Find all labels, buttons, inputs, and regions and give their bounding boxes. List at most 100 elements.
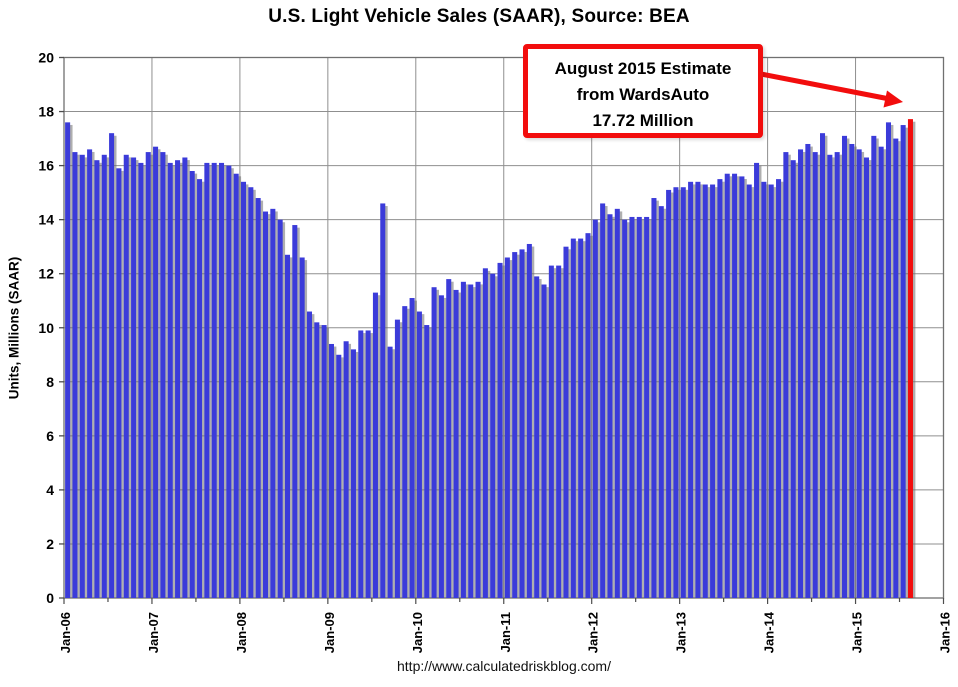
bar-month <box>219 162 225 598</box>
bar-month <box>497 262 503 598</box>
y-tick-label: 4 <box>46 482 54 498</box>
bar-month <box>402 306 408 598</box>
bar-month <box>798 149 804 598</box>
bar-month <box>72 152 78 598</box>
bar-month <box>563 246 569 598</box>
bar-month <box>167 162 173 598</box>
footer-url: http://www.calculatedriskblog.com/ <box>397 658 611 674</box>
bar-month <box>424 325 430 598</box>
bar-month <box>372 292 378 598</box>
bar-month <box>160 152 166 598</box>
bar-month <box>394 319 400 598</box>
x-tick-label: Jan-09 <box>322 612 337 653</box>
bar-month <box>197 179 203 599</box>
bar-month <box>636 216 642 598</box>
bar-month <box>262 211 269 599</box>
bar-month <box>600 203 606 598</box>
bar-month <box>629 216 635 598</box>
bar-month <box>666 189 672 599</box>
bar-month <box>460 281 466 598</box>
bar-month <box>482 268 488 598</box>
bar-month <box>570 238 576 598</box>
bar-month <box>548 265 554 598</box>
annotation-arrow-head <box>883 90 903 108</box>
bar-month <box>189 171 195 598</box>
bar-month <box>153 146 159 598</box>
x-tick-label: Jan-16 <box>938 612 953 653</box>
bar-month <box>123 154 129 599</box>
bar-month <box>87 149 93 598</box>
bar-month <box>592 219 598 598</box>
bar-month <box>138 162 144 598</box>
x-tick-label: Jan-15 <box>850 612 865 653</box>
bar-month <box>277 219 283 598</box>
bar-month <box>673 187 679 598</box>
bar-month <box>849 143 855 599</box>
bar-month <box>387 346 393 598</box>
bar-month <box>885 122 891 599</box>
bar-month <box>211 162 217 598</box>
bar-month <box>380 203 386 598</box>
bar-month <box>475 281 481 598</box>
bar-month <box>761 181 767 598</box>
y-tick-label: 6 <box>46 428 54 444</box>
bar-month <box>416 311 422 598</box>
bar-month <box>241 181 247 598</box>
y-tick-label: 12 <box>38 266 54 282</box>
y-tick-label: 16 <box>38 158 54 174</box>
bar-month <box>453 289 459 598</box>
bar-month <box>438 295 444 598</box>
annotation-arrow-line <box>760 71 888 101</box>
bar-month <box>131 157 137 599</box>
bar-month <box>658 206 664 598</box>
bar-month <box>350 349 356 598</box>
bar-month <box>768 184 774 598</box>
annotation-line-3: 17.72 Million <box>592 111 694 130</box>
bar-month <box>490 273 496 598</box>
bar-month <box>79 154 85 599</box>
bar-month <box>754 162 760 598</box>
y-tick-label: 20 <box>38 50 54 66</box>
bar-month <box>893 138 899 598</box>
bar-month <box>878 146 884 598</box>
bar-month <box>255 198 261 598</box>
bar-month <box>306 311 312 598</box>
bar-month <box>519 249 525 598</box>
bar-month <box>695 181 701 598</box>
chart-title: U.S. Light Vehicle Sales (SAAR), Source:… <box>268 6 690 27</box>
bar-month <box>336 354 342 598</box>
bar-month <box>182 157 188 599</box>
annotation-box: August 2015 Estimate from WardsAuto 17.7… <box>523 44 763 138</box>
bar-month <box>204 162 210 598</box>
bar-month <box>541 284 547 598</box>
y-tick-label: 2 <box>46 536 54 552</box>
annotation-line-1: August 2015 Estimate <box>554 59 732 78</box>
bar-month <box>578 238 584 598</box>
bar-month <box>717 179 723 599</box>
bar-month <box>446 279 452 598</box>
bar-aug-2015-estimate <box>907 119 913 599</box>
bar-month <box>526 243 532 598</box>
bar-month <box>94 160 100 598</box>
bar-month <box>871 135 877 598</box>
x-tick-label: Jan-13 <box>674 612 689 653</box>
bar-month <box>856 149 862 598</box>
bar-month <box>732 173 738 598</box>
bar-month <box>783 152 789 598</box>
bar-month <box>746 184 752 598</box>
annotation-line-2: from WardsAuto <box>576 85 710 104</box>
bar-month <box>827 154 833 599</box>
bar-month <box>820 133 826 599</box>
y-tick-label: 14 <box>38 212 54 228</box>
bar-month <box>776 179 782 599</box>
bar-month <box>607 214 613 598</box>
bar-month <box>680 187 686 598</box>
bar-month <box>688 181 694 598</box>
bar-month <box>790 160 796 598</box>
bar-month <box>644 216 650 598</box>
x-tick-label: Jan-07 <box>146 612 161 653</box>
bar-month <box>358 330 364 598</box>
bar-month <box>145 152 151 598</box>
